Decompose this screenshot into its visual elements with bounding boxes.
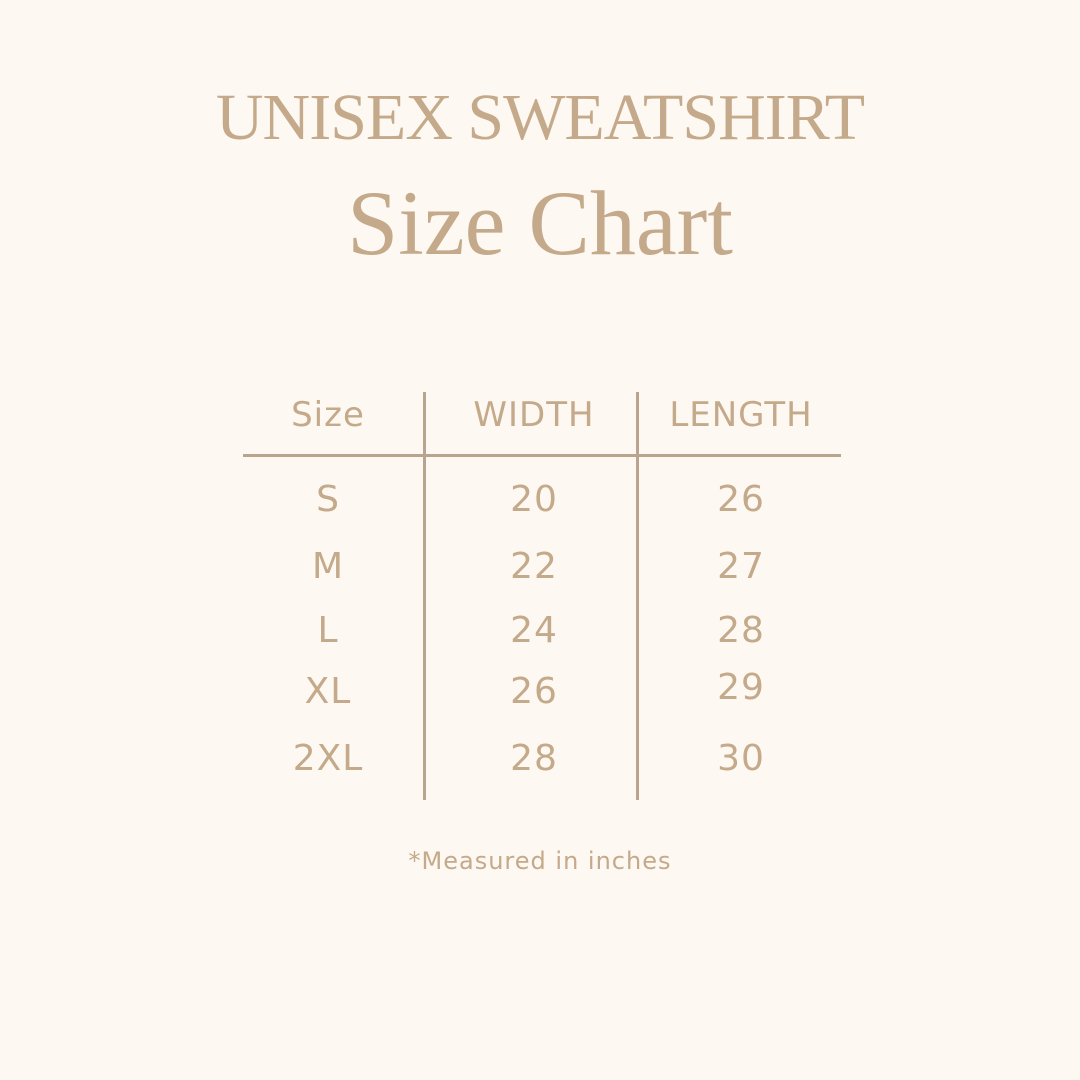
table-cell: 22 [510,546,558,587]
column-header: LENGTH [669,395,813,435]
table-cell: M [311,546,345,587]
table-cell: 30 [717,738,765,779]
table-cell: 20 [510,479,558,520]
table-cell: 26 [717,479,765,520]
table-cell: 26 [510,671,558,712]
page-subtitle: Size Chart [347,172,733,274]
table-cell: 24 [510,610,558,651]
table-cell: 28 [717,610,765,651]
header-divider [243,454,841,457]
column-header: WIDTH [473,395,595,435]
table-cell: XL [304,671,352,712]
table-cell: 28 [510,738,558,779]
column-header: Size [291,395,365,435]
column-divider [636,392,639,800]
footnote: *Measured in inches [408,847,672,875]
column-divider [423,392,426,800]
table-cell: 27 [717,546,765,587]
table-cell: 29 [717,667,765,708]
table-cell: 2XL [292,738,364,779]
page-title: UNISEX SWEATSHIRT [215,81,865,154]
table-cell: L [317,610,339,651]
table-cell: S [316,479,340,520]
